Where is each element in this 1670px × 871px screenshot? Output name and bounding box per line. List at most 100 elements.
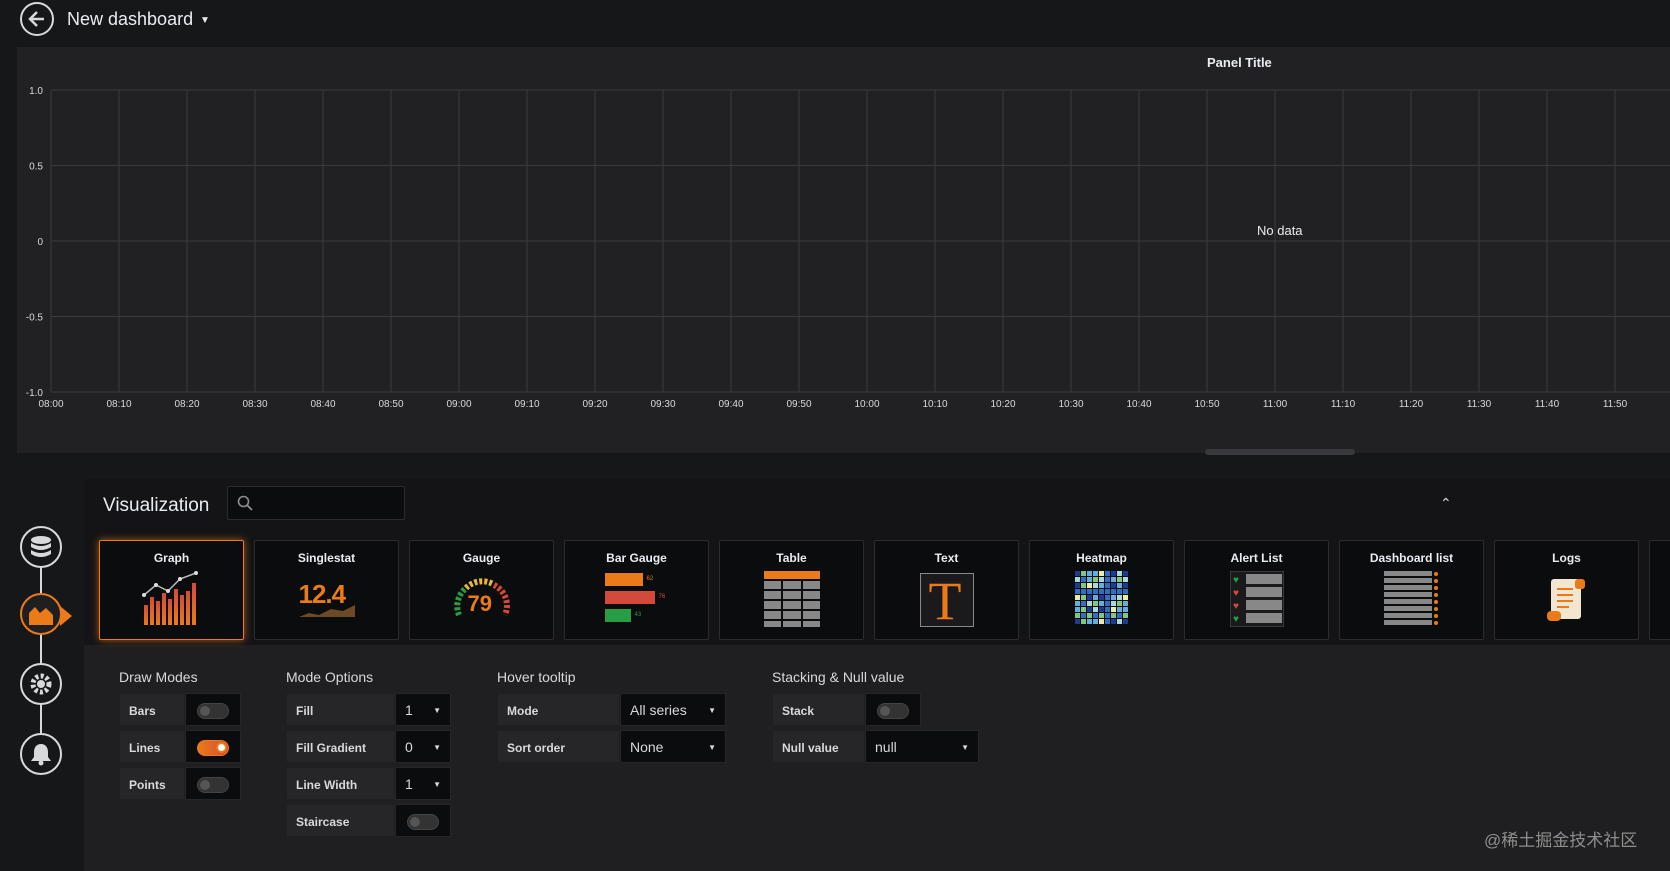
svg-text:♥: ♥	[1233, 588, 1239, 599]
sort-order-value: None	[630, 739, 664, 755]
logs-icon	[1546, 579, 1585, 621]
top-bar: New dashboard ▼	[0, 0, 1670, 46]
dashboard-title[interactable]: New dashboard	[67, 9, 194, 29]
bell-icon	[31, 744, 51, 766]
graph-chart: 1.0 0.5 0 -0.5 -1.008:00 08:10 08:20 08:30 08:40…	[26, 86, 1670, 410]
x-tick-label: 11:40	[1535, 399, 1560, 410]
tile-alert-list[interactable]: Alert List ♥ ♥ ♥ ♥	[1184, 540, 1329, 640]
gear-icon	[30, 673, 52, 695]
x-tick-label: 11:50	[1603, 399, 1628, 410]
graph-panel: 1.0 0.5 0 -0.5 -1.0 08:00 08:10 08:20 08:30 08:40…	[17, 47, 1670, 453]
switch[interactable]	[197, 777, 229, 793]
staircase-label: Staircase	[286, 804, 395, 837]
chart-area-icon	[29, 607, 53, 625]
table-icon	[763, 571, 820, 627]
tile-bar-gauge[interactable]: Bar Gauge 62 76 43	[564, 540, 709, 640]
arrow-left-icon	[28, 11, 44, 27]
null-value-select[interactable]: null ▼	[865, 730, 979, 763]
points-toggle[interactable]	[185, 767, 241, 800]
line-width-value: 1	[405, 776, 413, 792]
x-tick-label: 09:30	[650, 399, 675, 410]
dashboard-list-icon	[1383, 571, 1438, 625]
svg-text:♥: ♥	[1233, 575, 1239, 586]
stack-label: Stack	[772, 693, 865, 726]
x-tick-label: 11:00	[1263, 399, 1288, 410]
fill-gradient-value: 0	[405, 739, 413, 755]
tile-heatmap[interactable]: Heatmap	[1029, 540, 1174, 640]
x-tick-label: 08:20	[174, 399, 199, 410]
text-icon-glyph: T	[928, 571, 962, 631]
lines-label: Lines	[119, 730, 185, 763]
caret-down-icon: ▼	[708, 743, 716, 752]
tile-partial[interactable]	[1649, 540, 1670, 640]
stack-toggle[interactable]	[865, 693, 921, 726]
bar-gauge-value: 76	[658, 594, 666, 600]
tile-graph[interactable]: Graph	[99, 540, 244, 640]
sidebar-connector	[40, 560, 42, 750]
line-width-label: Line Width	[286, 767, 395, 800]
y-tick-label: -0.5	[26, 313, 44, 324]
no-data-message: No data	[1257, 223, 1303, 238]
tooltip-mode-select[interactable]: All series ▼	[620, 693, 726, 726]
heatmap-icon	[1074, 571, 1128, 624]
alert-button[interactable]	[20, 733, 62, 775]
visualization-button[interactable]	[20, 593, 62, 635]
x-tick-label: 10:40	[1126, 399, 1151, 410]
gauge-value: 79	[467, 591, 492, 616]
queries-button[interactable]	[20, 526, 62, 568]
caret-down-icon: ▼	[433, 743, 441, 752]
sort-order-select[interactable]: None ▼	[620, 730, 726, 763]
switch[interactable]	[877, 703, 909, 719]
tile-label: Heatmap	[1076, 551, 1127, 565]
panel-resize-handle[interactable]	[1205, 449, 1355, 455]
x-tick-label: 10:50	[1194, 399, 1219, 410]
lines-toggle[interactable]	[185, 730, 241, 763]
bars-label: Bars	[119, 693, 185, 726]
x-tick-label: 08:40	[310, 399, 335, 410]
alert-list-icon: ♥ ♥ ♥ ♥	[1229, 571, 1284, 627]
tile-logs[interactable]: Logs	[1494, 540, 1639, 640]
x-tick-label: 11:30	[1467, 399, 1492, 410]
visualization-search-input[interactable]	[227, 486, 405, 520]
chevron-up-icon[interactable]: ⌃	[1440, 495, 1452, 511]
tile-dashboard-list[interactable]: Dashboard list	[1339, 540, 1484, 640]
stacking-title: Stacking & Null value	[772, 669, 905, 685]
bars-toggle[interactable]	[185, 693, 241, 726]
panel-title[interactable]: Panel Title	[1207, 55, 1272, 70]
x-tick-label: 09:00	[446, 399, 471, 410]
hover-tooltip-title: Hover tooltip	[497, 669, 576, 685]
database-icon	[31, 536, 51, 557]
points-label: Points	[119, 767, 185, 800]
sort-order-label: Sort order	[497, 730, 620, 763]
x-tick-label: 09:20	[582, 399, 607, 410]
switch[interactable]	[197, 740, 229, 756]
y-tick-label: 0.5	[29, 162, 43, 173]
tile-label: Table	[776, 551, 807, 565]
active-pointer-icon	[60, 606, 72, 626]
tile-table[interactable]: Table	[719, 540, 864, 640]
switch[interactable]	[407, 814, 439, 830]
back-button[interactable]	[20, 2, 54, 36]
fill-select[interactable]: 1 ▼	[395, 693, 451, 726]
tile-label: Alert List	[1230, 551, 1283, 565]
staircase-toggle[interactable]	[395, 804, 451, 837]
general-settings-button[interactable]	[20, 663, 62, 705]
mode-label: Mode	[497, 693, 620, 726]
text-icon: T	[919, 571, 974, 631]
mode-options-title: Mode Options	[286, 669, 374, 685]
x-tick-label: 10:00	[854, 399, 879, 410]
chevron-down-icon[interactable]: ▼	[200, 15, 210, 26]
switch[interactable]	[197, 703, 229, 719]
line-width-select[interactable]: 1 ▼	[395, 767, 451, 800]
fill-gradient-select[interactable]: 0 ▼	[395, 730, 451, 763]
x-tick-label: 11:20	[1399, 399, 1424, 410]
x-tick-label: 11:10	[1331, 399, 1356, 410]
tile-text[interactable]: Text T	[874, 540, 1019, 640]
tile-gauge[interactable]: Gauge 79	[409, 540, 554, 640]
fill-value: 1	[405, 702, 413, 718]
tile-singlestat[interactable]: Singlestat 12.4	[254, 540, 399, 640]
svg-text:♥: ♥	[1233, 601, 1239, 612]
tile-label: Graph	[153, 551, 190, 565]
draw-modes-title: Draw Modes	[119, 669, 198, 685]
fill-label: Fill	[286, 693, 395, 726]
